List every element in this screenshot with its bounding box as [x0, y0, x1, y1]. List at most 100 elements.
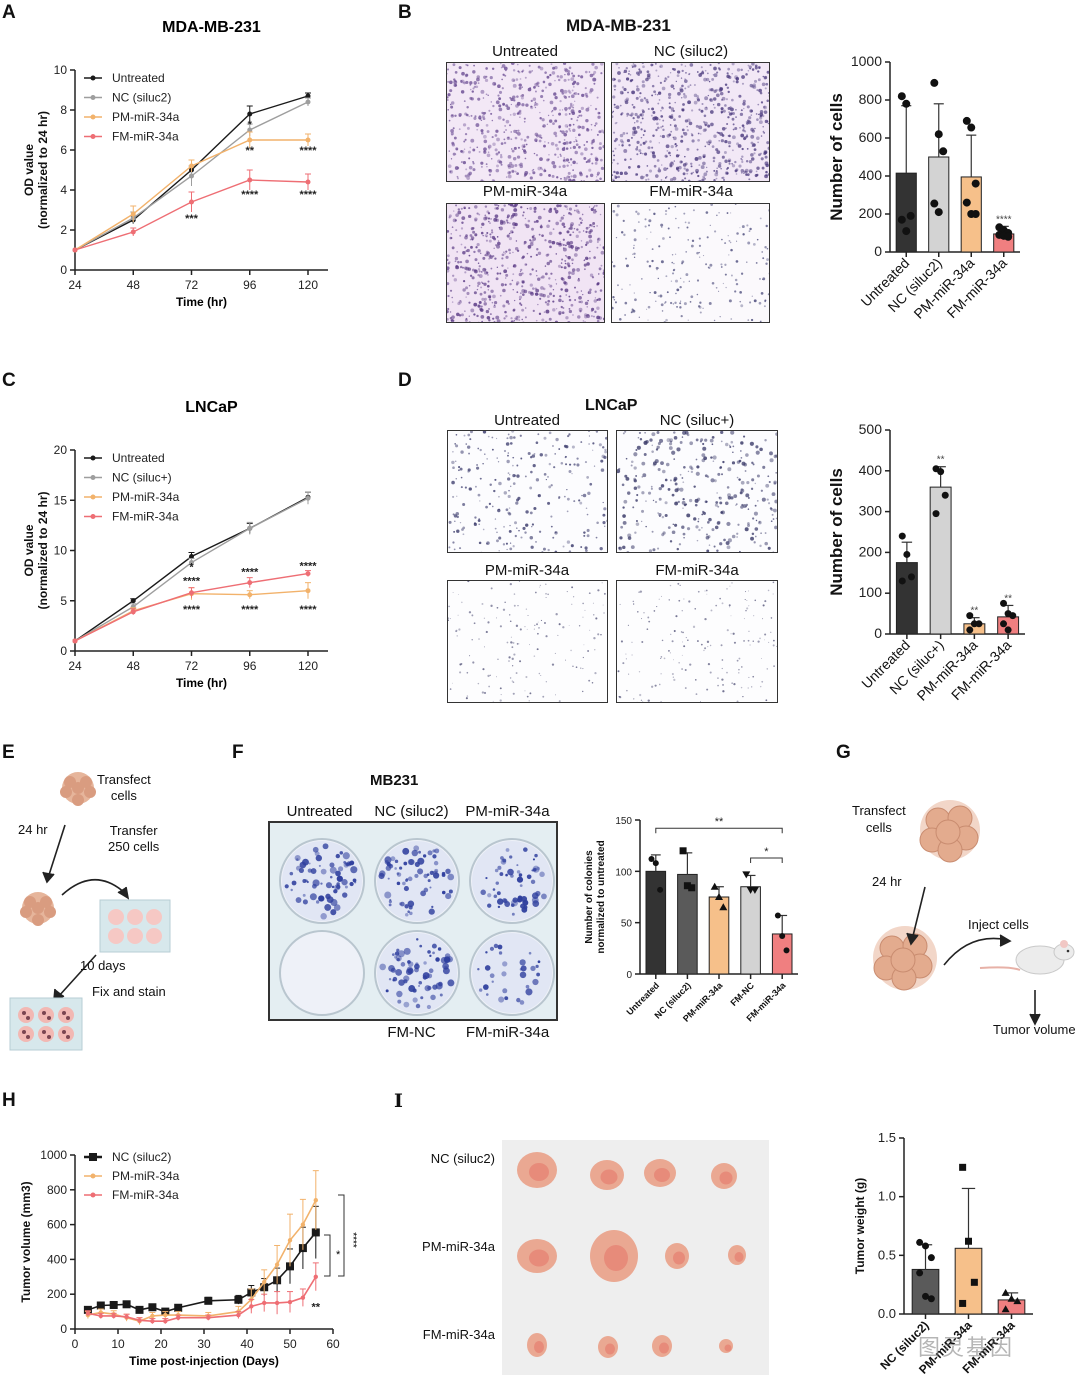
- label: cells: [865, 820, 892, 835]
- svg-text:100: 100: [859, 584, 883, 600]
- svg-text:500: 500: [859, 421, 883, 437]
- panel-d-title: LNCaP: [585, 397, 638, 414]
- image-label: NC (siluc+): [659, 412, 735, 429]
- svg-text:OD value: OD value: [22, 524, 36, 576]
- panel-letter-d: D: [398, 370, 412, 391]
- svg-text:600: 600: [47, 1218, 67, 1232]
- svg-text:48: 48: [127, 659, 141, 673]
- diagram-e-time1: 24 hr: [18, 822, 48, 837]
- panel-letter-b: B: [398, 2, 412, 23]
- svg-text:0: 0: [60, 263, 67, 277]
- svg-text:120: 120: [298, 659, 318, 673]
- svg-text:**: **: [312, 1301, 321, 1313]
- svg-text:24: 24: [68, 278, 82, 292]
- svg-text:**: **: [245, 145, 254, 157]
- svg-text:NC (siluc2): NC (siluc2): [112, 1150, 171, 1164]
- svg-text:200: 200: [859, 543, 883, 559]
- well-plate-icon: [99, 899, 171, 953]
- svg-text:0.5: 0.5: [878, 1247, 896, 1262]
- svg-text:50: 50: [283, 1337, 297, 1351]
- svg-text:**: **: [715, 816, 724, 828]
- label: Transfect: [852, 803, 906, 818]
- svg-text:MDA-MB-231: MDA-MB-231: [162, 19, 261, 36]
- svg-text:****: ****: [183, 576, 201, 588]
- svg-text:400: 400: [47, 1252, 67, 1266]
- stained-plate-icon: [9, 997, 83, 1051]
- plate-label: FM-miR-34a: [465, 1024, 550, 1041]
- svg-text:400: 400: [859, 462, 883, 478]
- svg-text:1.0: 1.0: [878, 1189, 896, 1204]
- svg-text:****: ****: [299, 189, 317, 201]
- svg-text:(normalized to 24 hr): (normalized to 24 hr): [36, 111, 50, 229]
- tumor-row-label: NC (siluc2): [430, 1151, 495, 1166]
- panel-letter-i: I: [394, 1090, 403, 1112]
- svg-text:10: 10: [111, 1337, 125, 1351]
- cell-cluster-icon: [873, 926, 937, 991]
- svg-text:(normalized to 24 hr): (normalized to 24 hr): [36, 491, 50, 609]
- image-label: Untreated: [492, 43, 558, 60]
- svg-text:800: 800: [47, 1183, 67, 1197]
- micrograph-untreated: [446, 62, 605, 182]
- svg-text:****: ****: [347, 1232, 358, 1248]
- diagram-g-injection-workflow: [873, 800, 1075, 1026]
- tumor-specimens: [517, 1152, 746, 1358]
- svg-text:20: 20: [54, 443, 68, 457]
- svg-text:5: 5: [60, 594, 67, 608]
- diagram-e-step-transfect: Transfect cells: [97, 772, 151, 804]
- svg-text:****: ****: [241, 189, 259, 201]
- svg-text:50: 50: [621, 919, 633, 930]
- svg-text:***: ***: [185, 213, 199, 225]
- panel-letter-e: E: [2, 742, 15, 763]
- svg-text:Number of cells: Number of cells: [827, 468, 846, 596]
- svg-text:Time (hr): Time (hr): [176, 295, 227, 309]
- svg-text:8: 8: [60, 103, 67, 117]
- svg-text:0: 0: [874, 625, 882, 641]
- svg-text:24: 24: [68, 659, 82, 673]
- svg-text:OD value: OD value: [22, 144, 36, 196]
- svg-text:0: 0: [626, 970, 632, 981]
- svg-text:72: 72: [185, 659, 199, 673]
- svg-text:4: 4: [60, 183, 67, 197]
- panel-letter-a: A: [2, 2, 16, 23]
- svg-text:*: *: [248, 119, 253, 131]
- svg-text:48: 48: [127, 278, 141, 292]
- diagram-g-outcome: Tumor volume: [993, 1022, 1076, 1037]
- svg-text:15: 15: [54, 493, 68, 507]
- svg-text:*: *: [336, 1249, 341, 1261]
- svg-text:0: 0: [874, 243, 882, 259]
- plate-label: Untreated: [286, 803, 353, 820]
- image-label: Untreated: [494, 412, 560, 429]
- svg-text:400: 400: [859, 167, 883, 183]
- plate-label: NC (siluc2): [374, 803, 449, 820]
- svg-text:300: 300: [859, 503, 883, 519]
- svg-text:*: *: [189, 562, 194, 574]
- svg-text:**: **: [970, 606, 978, 617]
- panel-b-title: MDA-MB-231: [566, 16, 671, 35]
- diagram-e-time2: 10 days: [80, 958, 126, 973]
- svg-text:PM-miR-34a: PM-miR-34a: [112, 1169, 180, 1183]
- panel-letter-c: C: [2, 370, 16, 391]
- cell-cluster-icon: [20, 892, 56, 926]
- svg-text:****: ****: [299, 561, 317, 573]
- svg-text:****: ****: [996, 214, 1012, 225]
- diagram-e-colony-workflow: [9, 772, 171, 1051]
- svg-text:PM-miR-34a: PM-miR-34a: [112, 110, 180, 124]
- svg-text:1000: 1000: [40, 1148, 67, 1162]
- diagram-g-time1: 24 hr: [872, 874, 902, 889]
- svg-text:1000: 1000: [851, 53, 882, 69]
- svg-text:normalized to untreated: normalized to untreated: [596, 840, 607, 953]
- label: 250 cells: [108, 839, 160, 854]
- svg-text:FM-miR-34a: FM-miR-34a: [112, 1188, 179, 1202]
- chart-h-tumor-volume: 0 200 400 600 800 1000 0 10 20 30 40 50 60 Time post-…: [19, 1148, 358, 1368]
- diagram-e-step-transfer: Transfer 250 cells: [108, 823, 159, 855]
- svg-text:96: 96: [243, 278, 257, 292]
- panel-letter-h: H: [2, 1090, 16, 1111]
- svg-text:20: 20: [154, 1337, 168, 1351]
- image-label: NC (siluc2): [653, 43, 729, 60]
- image-label: PM-miR-34a: [484, 562, 570, 579]
- diagram-e-step-fix: Fix and stain: [92, 984, 166, 999]
- svg-text:**: **: [937, 455, 945, 466]
- svg-text:800: 800: [859, 91, 883, 107]
